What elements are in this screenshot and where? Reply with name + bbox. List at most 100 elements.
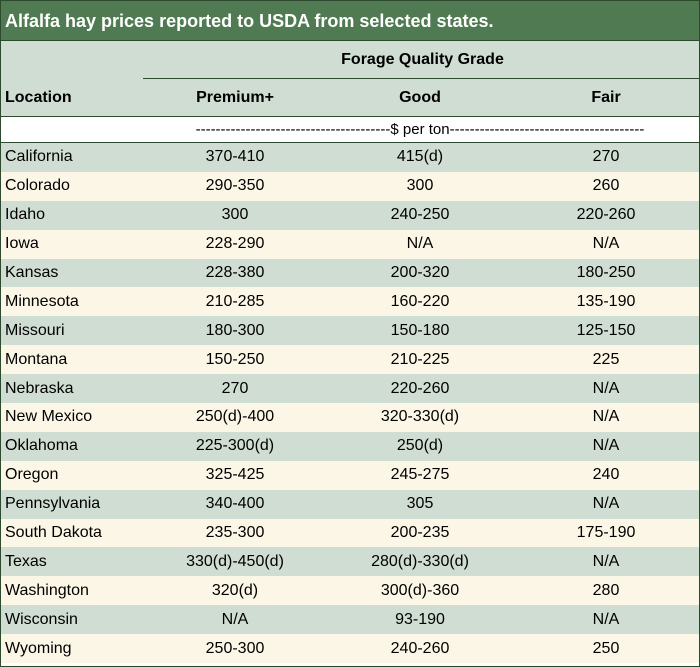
fair-price-cell: 280 <box>592 581 620 599</box>
premium-price-cell: N/A <box>221 610 249 628</box>
premium-price-cell: 250(d)-400 <box>195 408 275 426</box>
table-row: Missouri 180-300 150-180 125-150 <box>1 316 699 346</box>
good-price-cell: 280(d)-330(d) <box>371 552 469 570</box>
location-cell: California <box>5 148 73 166</box>
units-label: ---------------------------------------$… <box>1 117 699 143</box>
good-price-cell: 240-260 <box>390 639 450 657</box>
good-price-cell: 93-190 <box>395 610 445 628</box>
table-header: Forage Quality Grade Location Premium+ G… <box>1 41 699 117</box>
location-cell: Nebraska <box>5 379 74 397</box>
good-price-cell: 200-235 <box>390 524 450 542</box>
location-cell: Montana <box>5 350 68 368</box>
fair-price-cell: 225 <box>592 350 620 368</box>
location-cell: Texas <box>5 552 47 570</box>
location-cell: Wisconsin <box>5 610 78 628</box>
fair-price-cell: N/A <box>592 379 620 397</box>
location-column-header: Location <box>5 89 72 106</box>
premium-price-cell: 228-290 <box>205 235 265 253</box>
fair-price-cell: 220-260 <box>576 206 636 224</box>
forage-quality-grade-label: Forage Quality Grade <box>341 51 504 68</box>
premium-price-cell: 370-410 <box>205 148 265 166</box>
good-price-cell: 220-260 <box>390 379 450 397</box>
fair-price-cell: N/A <box>592 610 620 628</box>
table-row: Texas 330(d)-450(d) 280(d)-330(d) N/A <box>1 547 699 577</box>
fair-price-cell: 135-190 <box>576 292 636 310</box>
table-row: California 370-410 415(d) 270 <box>1 143 699 172</box>
fair-column-header: Fair <box>591 89 621 106</box>
location-cell: Washington <box>5 581 89 599</box>
good-price-cell: 250(d) <box>396 437 444 455</box>
good-price-cell: 210-225 <box>390 350 450 368</box>
fair-price-cell: N/A <box>592 437 620 455</box>
fair-price-cell: N/A <box>592 495 620 513</box>
table-row: Oregon 325-425 245-275 240 <box>1 460 699 490</box>
table-row: Nebraska 270 220-260 N/A <box>1 374 699 404</box>
location-cell: South Dakota <box>5 524 102 542</box>
premium-price-cell: 320(d) <box>211 581 259 599</box>
good-price-cell: 245-275 <box>390 466 450 484</box>
premium-price-cell: 250-300 <box>205 639 265 657</box>
table-row: Wisconsin N/A 93-190 N/A <box>1 605 699 635</box>
premium-price-cell: 270 <box>221 379 249 397</box>
table-row: New Mexico 250(d)-400 320-330(d) N/A <box>1 403 699 432</box>
table-row: Minnesota 210-285 160-220 135-190 <box>1 287 699 317</box>
good-price-cell: 305 <box>406 495 434 513</box>
premium-price-cell: 300 <box>221 206 249 224</box>
fair-price-cell: 175-190 <box>576 524 636 542</box>
table-row: Colorado 290-350 300 260 <box>1 171 699 201</box>
premium-price-cell: 235-300 <box>205 524 265 542</box>
location-cell: Colorado <box>5 177 70 195</box>
location-cell: Oregon <box>5 466 59 484</box>
table-row: Kansas 228-380 200-320 180-250 <box>1 258 699 288</box>
good-price-cell: 300(d)-360 <box>380 581 460 599</box>
premium-price-cell: 225-300(d) <box>195 437 275 455</box>
premium-price-cell: 150-250 <box>205 350 265 368</box>
table-row: Oklahoma 225-300(d) 250(d) N/A <box>1 431 699 461</box>
location-cell: Pennsylvania <box>5 495 101 513</box>
location-cell: Oklahoma <box>5 437 78 455</box>
table-title: Alfalfa hay prices reported to USDA from… <box>1 1 699 41</box>
fair-price-cell: N/A <box>592 235 620 253</box>
table-row: Wyoming 250-300 240-260 250 <box>1 634 699 664</box>
good-price-cell: N/A <box>406 235 434 253</box>
premium-price-cell: 228-380 <box>205 264 265 281</box>
good-price-cell: 300 <box>406 177 434 195</box>
premium-price-cell: 210-285 <box>205 292 265 310</box>
good-price-cell: 150-180 <box>390 321 450 339</box>
location-cell: Minnesota <box>5 292 79 310</box>
good-column-header: Good <box>399 89 441 106</box>
location-cell: Idaho <box>5 206 46 224</box>
location-cell: Wyoming <box>5 639 72 657</box>
table-row: Idaho 300 240-250 220-260 <box>1 200 699 230</box>
fair-price-cell: 125-150 <box>576 321 636 339</box>
fair-price-cell: N/A <box>592 552 620 570</box>
good-price-cell: 320-330(d) <box>380 408 460 426</box>
price-table: California 370-410 415(d) 270 Colorado 290-35… <box>1 143 699 664</box>
table-row: Pennsylvania 340-400 305 N/A <box>1 489 699 519</box>
premium-column-header: Premium+ <box>196 89 274 106</box>
premium-price-cell: 325-425 <box>205 466 265 484</box>
location-cell: Kansas <box>5 264 59 281</box>
table-row: Iowa 228-290 N/A N/A <box>1 229 699 259</box>
fair-price-cell: 250 <box>592 639 620 657</box>
fair-price-cell: 180-250 <box>576 264 636 281</box>
premium-price-cell: 180-300 <box>205 321 265 339</box>
table-body: California 370-410 415(d) 270 Colorado 290-35… <box>1 143 699 664</box>
good-price-cell: 240-250 <box>390 206 450 224</box>
location-cell: Iowa <box>5 235 39 253</box>
good-price-cell: 415(d) <box>396 148 444 166</box>
table-row: Washington 320(d) 300(d)-360 280 <box>1 576 699 606</box>
premium-price-cell: 340-400 <box>205 495 265 513</box>
location-cell: Missouri <box>5 321 65 339</box>
table-row: Montana 150-250 210-225 225 <box>1 345 699 375</box>
fair-price-cell: 270 <box>592 148 620 166</box>
fair-price-cell: 240 <box>592 466 620 484</box>
location-cell: New Mexico <box>5 408 93 426</box>
premium-price-cell: 290-350 <box>205 177 265 195</box>
fair-price-cell: 260 <box>592 177 620 195</box>
fair-price-cell: N/A <box>592 408 620 426</box>
premium-price-cell: 330(d)-450(d) <box>186 552 284 570</box>
table-row: South Dakota 235-300 200-235 175-190 <box>1 518 699 548</box>
good-price-cell: 160-220 <box>390 292 450 310</box>
header-divider <box>143 78 699 79</box>
